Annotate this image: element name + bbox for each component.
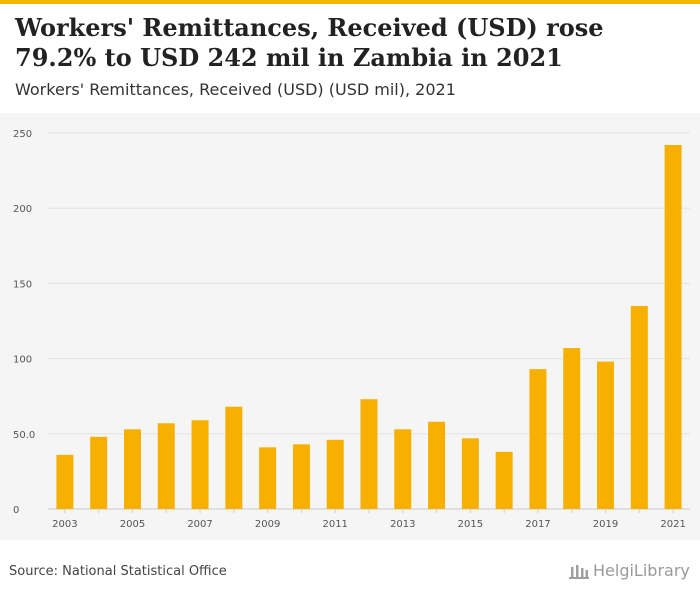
helgilibrary-logo: HelgiLibrary xyxy=(568,561,690,580)
y-tick-label: 250 xyxy=(13,129,32,140)
x-tick-label: 2007 xyxy=(187,519,212,530)
x-tick-label: 2013 xyxy=(390,519,415,530)
bar xyxy=(664,145,682,510)
bar xyxy=(225,406,243,509)
chart-subtitle: Workers' Remittances, Received (USD) (US… xyxy=(15,80,456,99)
x-tick-label: 2019 xyxy=(593,519,618,530)
bar xyxy=(90,436,108,509)
bar xyxy=(563,348,581,509)
x-tick-label: 2021 xyxy=(660,519,685,530)
y-tick-label: 150 xyxy=(13,279,32,290)
bar xyxy=(529,369,547,509)
x-tick-label: 2005 xyxy=(120,519,145,530)
bar xyxy=(495,451,513,509)
x-tick-label: 2011 xyxy=(322,519,347,530)
x-tick-label: 2015 xyxy=(458,519,483,530)
x-tick-label: 2009 xyxy=(255,519,280,530)
x-tick-label: 2003 xyxy=(52,519,77,530)
bar xyxy=(259,447,277,509)
bar xyxy=(292,444,310,509)
bar-chart: 0 50.0 100 150 200 250 2003 2005 2007 2009 2011 201… xyxy=(13,129,690,530)
bar xyxy=(428,421,446,509)
bar xyxy=(326,439,344,509)
logo-text: HelgiLibrary xyxy=(593,561,690,580)
y-tick-label: 50.0 xyxy=(13,430,35,441)
bar xyxy=(461,438,479,509)
bar xyxy=(157,423,175,509)
bar xyxy=(123,429,141,509)
bar xyxy=(630,305,648,509)
bar xyxy=(191,420,209,509)
bar xyxy=(597,361,615,509)
library-building-icon xyxy=(569,564,589,579)
accent-bar xyxy=(0,0,700,4)
bar xyxy=(394,429,412,509)
bar xyxy=(56,454,74,509)
x-tick-label: 2017 xyxy=(525,519,550,530)
y-tick-label: 0 xyxy=(13,505,19,516)
source-note: Source: National Statistical Office xyxy=(9,564,227,579)
bar xyxy=(360,399,378,509)
y-tick-label: 100 xyxy=(13,355,32,366)
plot-area: 0 50.0 100 150 200 250 2003 2005 2007 2009 2011 201… xyxy=(0,113,700,540)
chart-title: Workers' Remittances, Received (USD) ros… xyxy=(15,13,604,72)
y-tick-label: 200 xyxy=(13,204,32,215)
